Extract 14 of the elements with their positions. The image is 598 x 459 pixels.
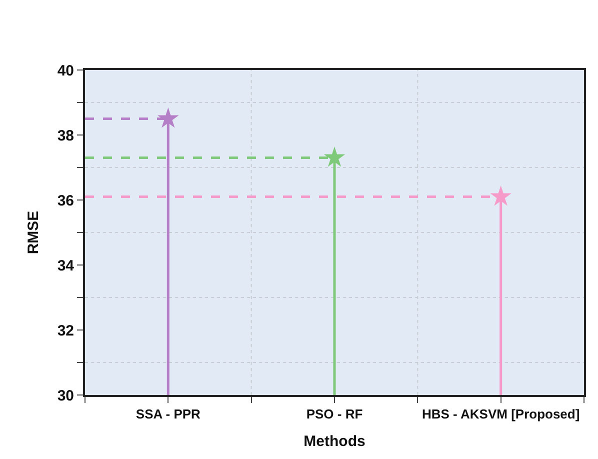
y-axis-title: RMSE xyxy=(25,210,42,254)
x-tick-label: SSA - PPR xyxy=(136,406,202,422)
point xyxy=(158,108,179,128)
x-tick-label: PSO - RF xyxy=(306,406,363,422)
y-tick-label: 34 xyxy=(57,257,75,274)
y-tick-label: 32 xyxy=(57,322,74,340)
y-tick-label: 30 xyxy=(57,387,74,404)
y-tick-label: 36 xyxy=(57,192,74,210)
x-tick-label: HBS - AKSVM [Proposed] xyxy=(422,406,580,422)
point xyxy=(324,146,346,167)
y-tick-label: 38 xyxy=(57,127,74,144)
point xyxy=(490,186,512,206)
y-tick-label: 40 xyxy=(57,62,74,80)
x-axis-title: Methods xyxy=(304,433,366,450)
